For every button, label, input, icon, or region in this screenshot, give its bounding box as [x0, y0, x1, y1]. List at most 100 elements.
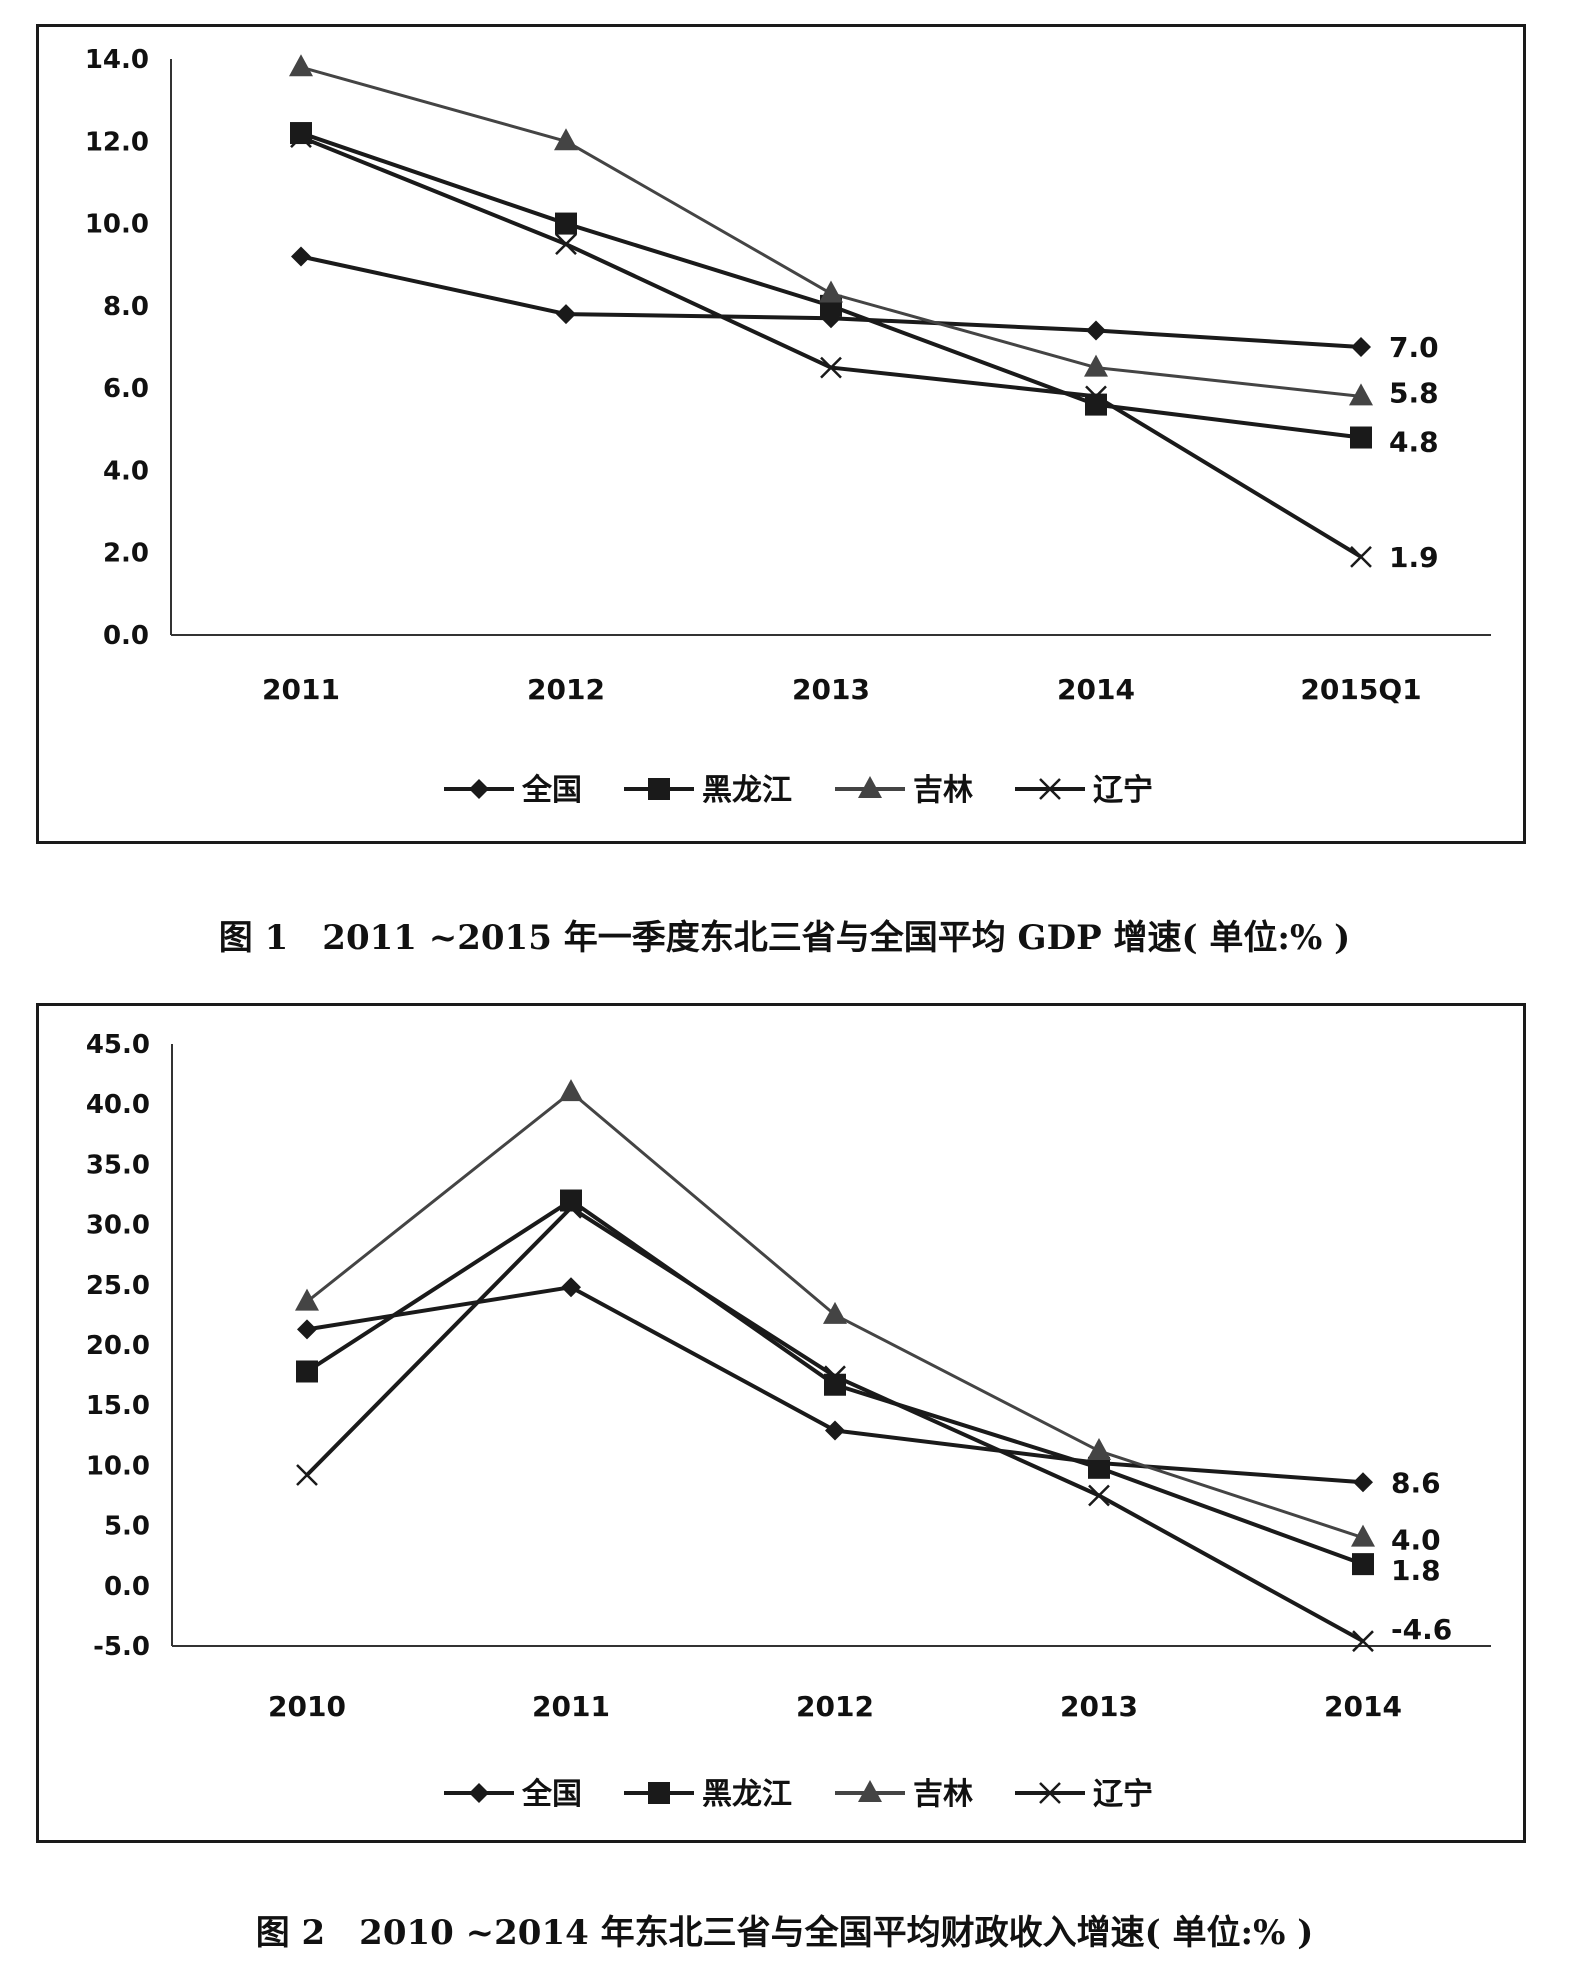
series-liaoning: -4.6 — [296, 1196, 1452, 1653]
series-national-point — [1086, 320, 1106, 341]
chart-gdp-growth-svg: 0.0 2.0 4.0 6.0 8.0 10.0 12.0 14.0 2011 2012 2013 2… — [85, 45, 1491, 808]
y-tick-label: 4.0 — [103, 456, 149, 486]
series-national-end-label: 7.0 — [1389, 331, 1439, 364]
legend-label: 黑龙江 — [702, 1777, 792, 1812]
x-tick-label: 2013 — [1060, 1690, 1138, 1723]
series-national-end-label: 8.6 — [1391, 1466, 1441, 1499]
y-tick-label: 45.0 — [86, 1030, 150, 1060]
legend-label: 吉林 — [913, 773, 973, 808]
series-heilongjiang-point — [555, 212, 577, 235]
x-tick-label: 2012 — [796, 1690, 874, 1723]
legend-marker — [648, 1782, 670, 1804]
series-liaoning-point — [1085, 385, 1107, 408]
series-liaoning-end-label: -4.6 — [1391, 1613, 1452, 1646]
legend-marker — [469, 1783, 489, 1803]
series-jilin-point — [1351, 1524, 1375, 1547]
series-heilongjiang-end-label: 4.8 — [1389, 426, 1439, 459]
legend-item: 吉林 — [835, 773, 973, 808]
legend-marker — [1039, 1782, 1061, 1804]
legend-marker — [858, 776, 882, 798]
series-national-point — [291, 246, 311, 267]
series-jilin-point — [295, 1288, 319, 1311]
x-tick-label: 2011 — [532, 1690, 610, 1723]
legend-item: 黑龙江 — [624, 1777, 792, 1812]
series-jilin-point — [1349, 383, 1373, 406]
legend-item: 黑龙江 — [624, 773, 792, 808]
legend: 全国 黑龙江 吉林 辽宁 — [444, 773, 1153, 808]
legend-item: 辽宁 — [1015, 773, 1153, 808]
series-national-point — [297, 1319, 317, 1340]
series-jilin-end-label: 5.8 — [1389, 376, 1439, 409]
y-tick-label: 5.0 — [104, 1512, 150, 1542]
series-liaoning-point — [290, 126, 312, 149]
series-national-point — [1351, 337, 1371, 357]
y-tick-label: 20.0 — [86, 1331, 150, 1361]
series-liaoning-point — [820, 356, 842, 379]
series-national-point — [556, 304, 576, 325]
chart-fiscal-revenue-growth: -5.0 0.0 5.0 10.0 15.0 20.0 25.0 30.0 35.0 40.0 45… — [36, 1003, 1526, 1843]
series-heilongjiang-point — [560, 1189, 582, 1212]
series-national-point — [825, 1420, 845, 1441]
legend: 全国 黑龙江 吉林 辽宁 — [444, 1777, 1153, 1812]
series-national-point — [1353, 1472, 1373, 1493]
y-tick-label: 0.0 — [103, 621, 149, 651]
x-tick-label: 2012 — [527, 673, 605, 706]
y-tick-label: -5.0 — [93, 1632, 150, 1662]
legend-item: 全国 — [444, 1777, 582, 1812]
series-heilongjiang-end-label: 1.8 — [1391, 1554, 1441, 1587]
y-tick-label: 30.0 — [86, 1211, 150, 1241]
series-heilongjiang-point — [1088, 1456, 1110, 1479]
legend-marker — [1039, 778, 1061, 800]
legend-item: 全国 — [444, 773, 582, 808]
chart-gdp-growth: 0.0 2.0 4.0 6.0 8.0 10.0 12.0 14.0 2011 2012 2013 2… — [36, 24, 1526, 844]
series-jilin-point — [823, 1301, 847, 1324]
series-liaoning-point — [1352, 1630, 1374, 1653]
series-heilongjiang-point — [1352, 1553, 1374, 1576]
series-liaoning-point — [296, 1464, 318, 1486]
series-jilin-point — [1087, 1437, 1111, 1460]
series-national-point — [561, 1277, 581, 1298]
series-liaoning-point — [824, 1365, 846, 1388]
y-tick-label: 14.0 — [85, 45, 149, 75]
y-tick-label: 12.0 — [85, 127, 149, 157]
x-tick-label: 2013 — [792, 673, 870, 706]
y-tick-label: 40.0 — [86, 1090, 150, 1120]
figure-1-caption: 图 1 2011 ~2015 年一季度东北三省与全国平均 GDP 增速( 单位:… — [218, 918, 1351, 958]
series-liaoning-end-label: 1.9 — [1389, 541, 1439, 574]
y-tick-label: 0.0 — [104, 1572, 150, 1602]
legend-label: 全国 — [521, 773, 582, 808]
x-tick-label: 2015Q1 — [1300, 673, 1421, 706]
y-tick-label: 10.0 — [85, 210, 149, 240]
y-tick-label: 8.0 — [103, 292, 149, 322]
x-tick-label: 2014 — [1057, 673, 1135, 706]
y-tick-label: 35.0 — [86, 1150, 150, 1180]
series-heilongjiang: 1.8 — [296, 1189, 1441, 1587]
series-jilin: 4.0 — [295, 1079, 1441, 1557]
series-liaoning-point — [1088, 1484, 1110, 1507]
y-tick-label: 2.0 — [103, 539, 149, 569]
series-jilin-line — [300, 65, 1362, 398]
x-tick-label: 2014 — [1324, 1690, 1402, 1723]
series-heilongjiang-point — [1350, 426, 1372, 449]
y-tick-label: 10.0 — [86, 1451, 150, 1481]
legend-marker — [858, 1780, 882, 1802]
series-jilin-point — [289, 54, 313, 77]
y-tick-label: 15.0 — [86, 1391, 150, 1421]
x-tick-label: 2011 — [262, 673, 340, 706]
series-liaoning: 1.9 — [290, 126, 1439, 574]
series-jilin: 5.8 — [289, 54, 1439, 409]
series-national: 7.0 — [291, 246, 1439, 364]
legend-marker — [469, 779, 489, 799]
legend-item: 辽宁 — [1015, 1777, 1153, 1812]
legend-label: 辽宁 — [1093, 773, 1153, 808]
x-tick-label: 2010 — [268, 1690, 346, 1723]
legend-label: 黑龙江 — [702, 773, 792, 808]
legend-item: 吉林 — [835, 1777, 973, 1812]
legend-marker — [648, 778, 670, 800]
series-liaoning-point — [1350, 545, 1372, 568]
legend-label: 全国 — [521, 1777, 582, 1812]
series-liaoning-point — [560, 1196, 582, 1219]
chart-fiscal-revenue-growth-svg: -5.0 0.0 5.0 10.0 15.0 20.0 25.0 30.0 35.0 40.0 45… — [86, 1030, 1491, 1812]
figure-2-caption: 图 2 2010 ~2014 年东北三省与全国平均财政收入增速( 单位:% ) — [255, 1913, 1314, 1953]
